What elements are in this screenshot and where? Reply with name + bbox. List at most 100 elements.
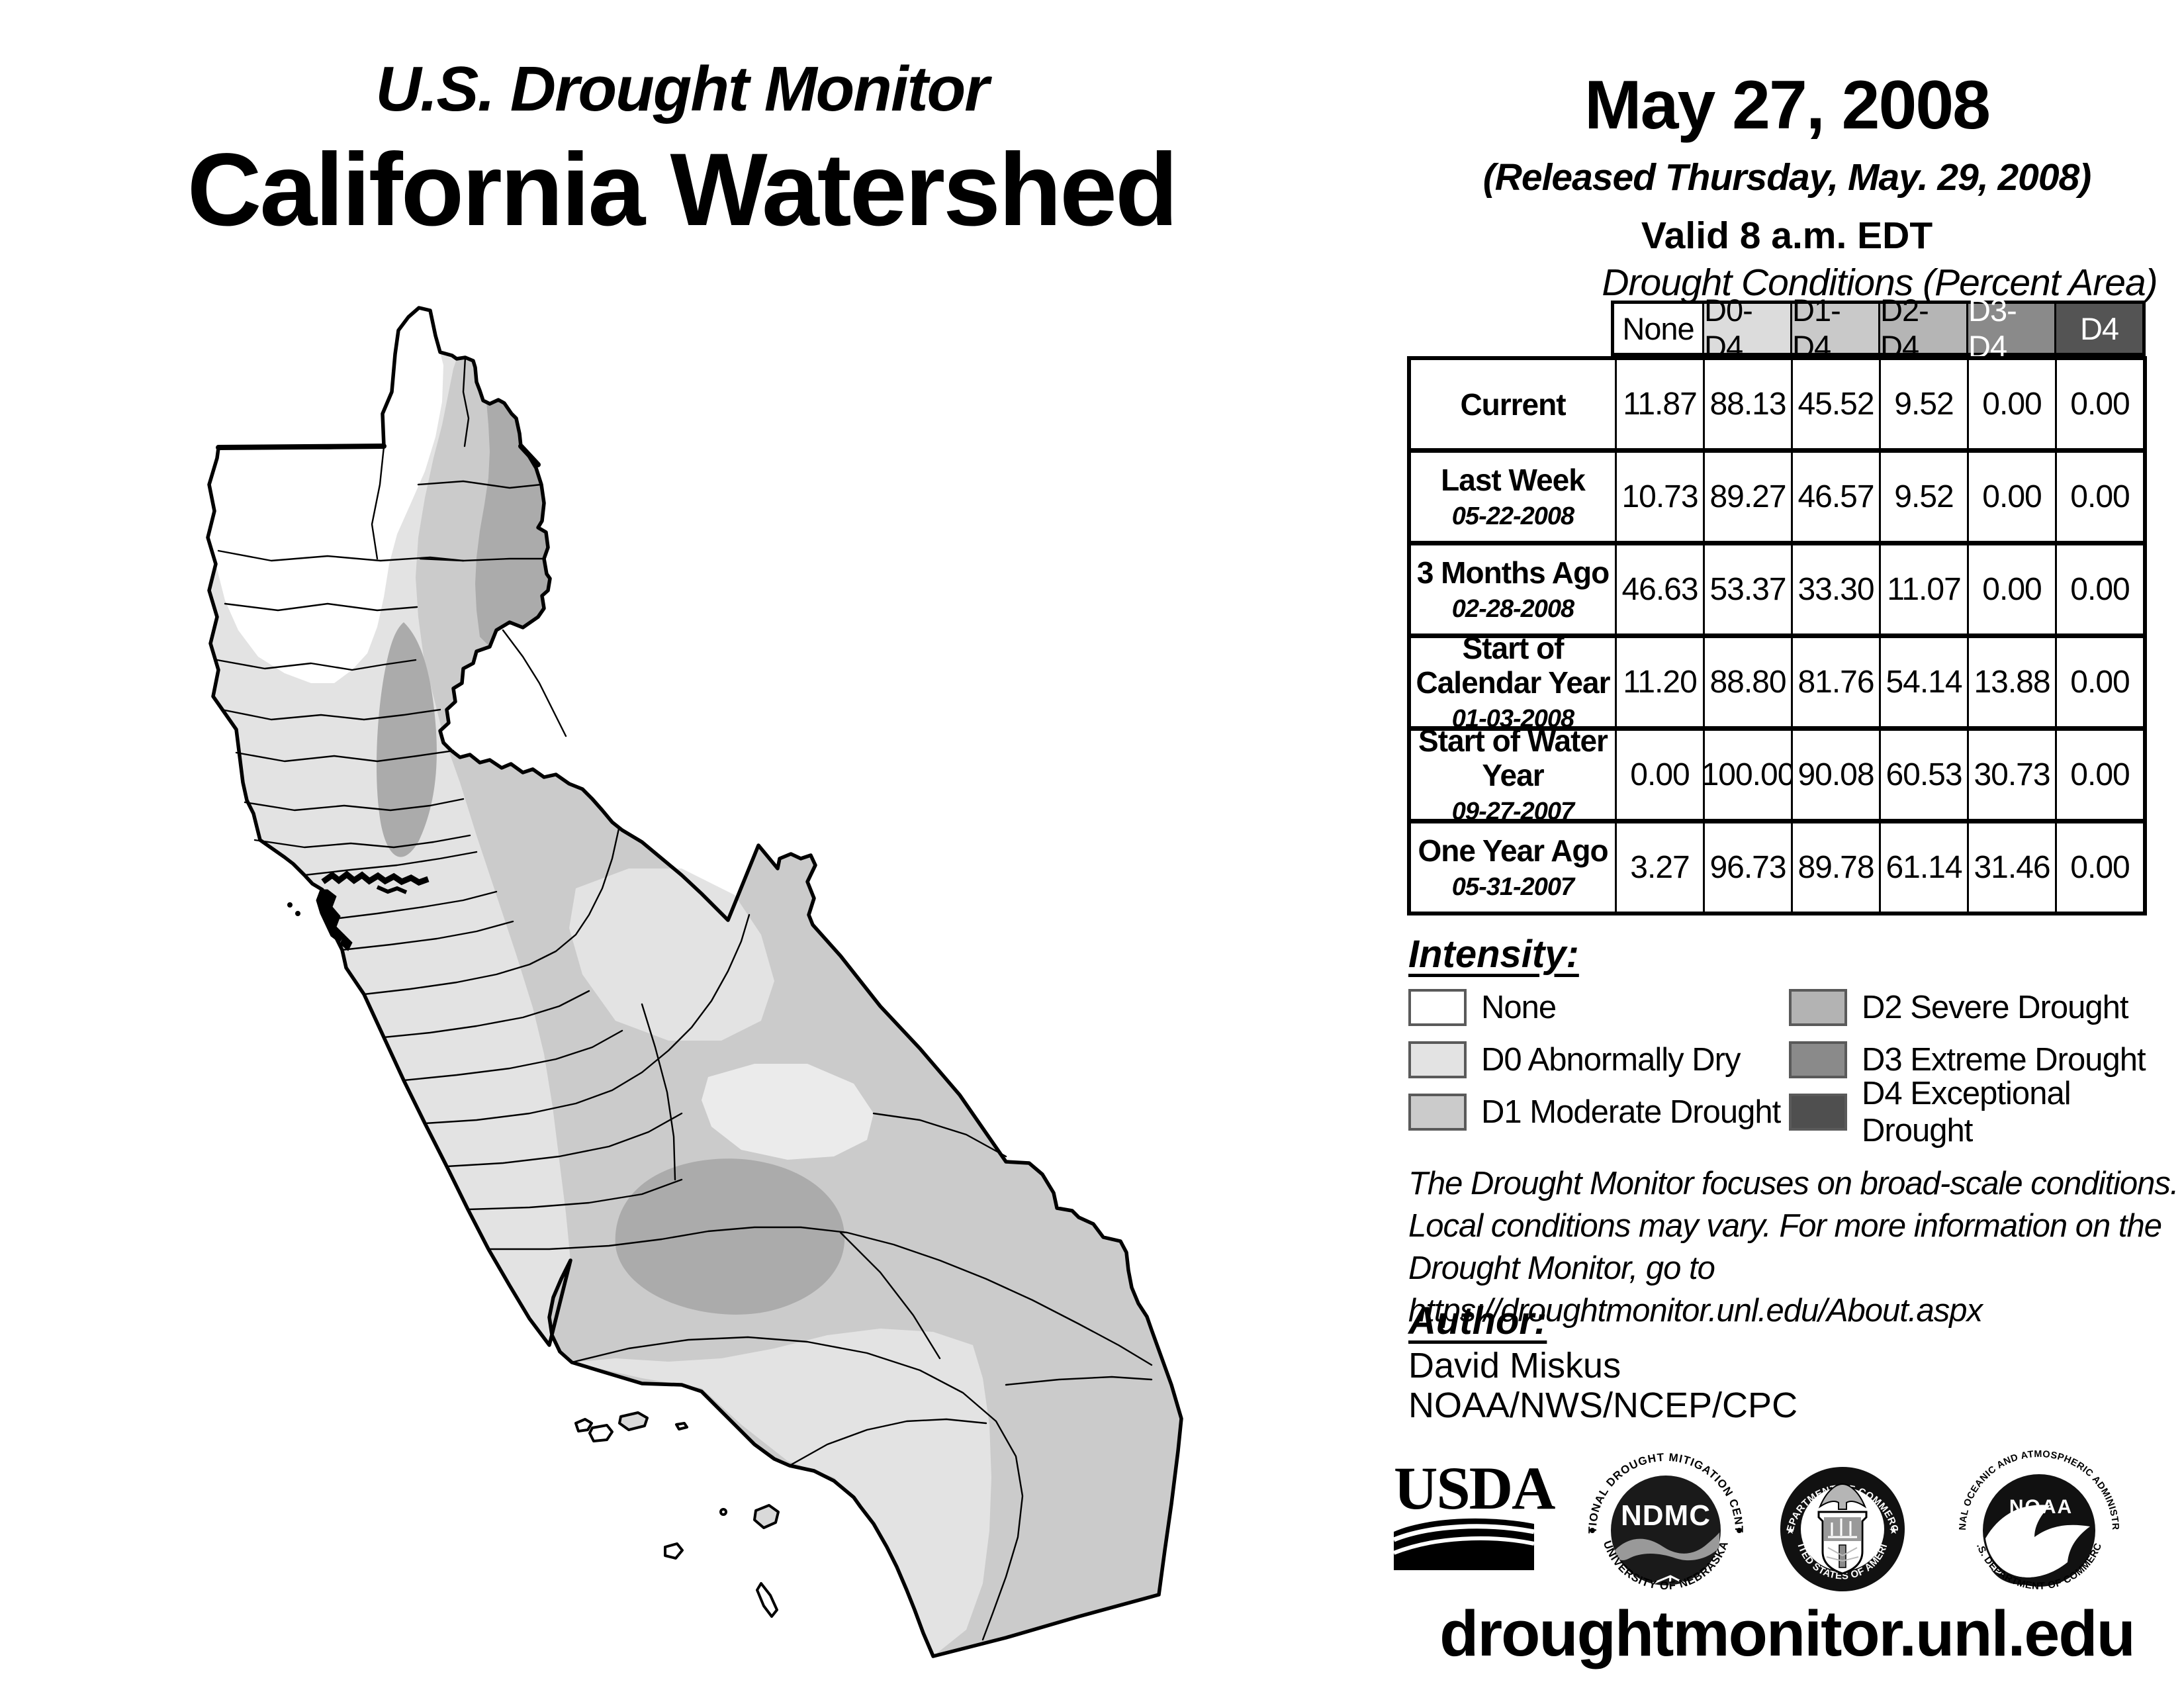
table-cell: 0.00 — [2055, 541, 2143, 633]
table-row-label: Current — [1411, 360, 1615, 448]
row-label: Last Week — [1441, 463, 1586, 497]
legend-swatch-d3 — [1789, 1041, 1847, 1078]
usda-logo-text: USDA — [1394, 1454, 1555, 1522]
title-block: U.S. Drought Monitor California Watershe… — [119, 53, 1244, 250]
table-cell: 54.14 — [1879, 633, 1967, 726]
map-outline — [206, 306, 1183, 1658]
legend-swatch-d1 — [1408, 1093, 1467, 1131]
legend-label: None — [1481, 989, 1557, 1025]
intensity-heading: Intensity: — [1408, 933, 1579, 976]
table-cell: 3.27 — [1615, 819, 1703, 912]
legend-item-d2: D2 Severe Drought — [1789, 981, 2184, 1033]
table-cell: 0.00 — [1967, 541, 2055, 633]
table-cell: 10.73 — [1615, 448, 1703, 541]
table-row-label: One Year Ago 05-31-2007 — [1411, 819, 1615, 912]
drought-region-d1 — [416, 357, 1181, 1656]
table-row-label: Start of Water Year 09-27-2007 — [1411, 724, 1615, 825]
table-row-label: Start of Calendar Year 01-03-2008 — [1411, 631, 1615, 733]
noaa-center-text: NOAA — [2009, 1496, 2073, 1518]
region-title: California Watershed — [187, 132, 1179, 248]
row-label: Start of Calendar Year — [1416, 631, 1610, 700]
legend-label: D4 Exceptional Drought — [1862, 1075, 2071, 1149]
date-block: May 27, 2008 (Released Thursday, May. 29… — [1423, 66, 2151, 258]
table-cell: 89.27 — [1703, 448, 1791, 541]
col-header-none: None — [1614, 304, 1702, 353]
table-row-label: 3 Months Ago 02-28-2008 — [1411, 541, 1615, 633]
table-cell: 31.46 — [1967, 819, 2055, 912]
drought-table: Current 11.87 88.13 45.52 9.52 0.00 0.00… — [1407, 356, 2147, 915]
map-date: May 27, 2008 — [1584, 67, 1991, 144]
author-org: NOAA/NWS/NCEP/CPC — [1408, 1385, 1798, 1425]
col-header-d0d4: D0-D4 — [1702, 293, 1790, 364]
disclaimer-line: Local conditions may vary. For more info… — [1408, 1208, 2162, 1244]
legend-label: D1 Moderate Drought — [1481, 1094, 1781, 1130]
table-cell: 11.87 — [1615, 360, 1703, 448]
drought-region-d0-panamint — [702, 1064, 874, 1160]
drought-region-d0-southcoast — [572, 1329, 991, 1656]
table-cell: 61.14 — [1879, 819, 1967, 912]
table-cell: 46.57 — [1791, 448, 1879, 541]
disclaimer-line: The Drought Monitor focuses on broad-sca… — [1408, 1166, 2179, 1201]
row-label: Current — [1460, 387, 1566, 422]
table-cell: 30.73 — [1967, 726, 2055, 819]
table-cell: 88.80 — [1703, 633, 1791, 726]
table-cell: 0.00 — [1967, 360, 2055, 448]
intensity-legend: None D0 Abnormally Dry D1 Moderate Droug… — [1408, 981, 2184, 1149]
ndmc-center-text: NDMC — [1621, 1499, 1711, 1532]
table-cell: 0.00 — [2055, 819, 2143, 912]
state-line-overlay — [216, 444, 541, 467]
table-cell: 0.00 — [2055, 360, 2143, 448]
legend-swatch-none — [1408, 988, 1467, 1026]
disclaimer-line: Drought Monitor, go to https://droughtmo… — [1408, 1250, 1983, 1329]
drought-region-none — [208, 308, 443, 683]
legend-item-none: None — [1408, 981, 1789, 1033]
table-cell: 88.13 — [1703, 360, 1791, 448]
col-header-d2d4: D2-D4 — [1878, 293, 1966, 364]
col-header-d4: D4 — [2054, 304, 2142, 353]
table-header-row: None D0-D4 D1-D4 D2-D4 D3-D4 D4 — [1611, 293, 2146, 364]
legend-item-d1: D1 Moderate Drought — [1408, 1086, 1789, 1138]
svg-text:★: ★ — [1889, 1525, 1898, 1536]
col-header-d1d4: D1-D4 — [1790, 293, 1878, 364]
valid-time: Valid 8 a.m. EDT — [1641, 214, 1933, 257]
channel-islands — [574, 1411, 780, 1618]
footer-url: droughtmonitor.unl.edu — [1439, 1597, 2136, 1669]
legend-label: D3 Extreme Drought — [1862, 1041, 2146, 1078]
table-cell: 90.08 — [1791, 726, 1879, 819]
table-cell: 9.52 — [1879, 448, 1967, 541]
usda-swoosh-icon — [1392, 1518, 1535, 1570]
table-cell: 46.63 — [1615, 541, 1703, 633]
legend-label: D0 Abnormally Dry — [1481, 1041, 1741, 1078]
noaa-gull — [1985, 1505, 2090, 1578]
table-cell: 0.00 — [1615, 726, 1703, 819]
table-cell: 33.30 — [1791, 541, 1879, 633]
table-cell: 81.76 — [1791, 633, 1879, 726]
legend-item-d3: D3 Extreme Drought — [1789, 1033, 2184, 1086]
author-name: David Miskus — [1408, 1346, 1621, 1385]
table-cell: 11.20 — [1615, 633, 1703, 726]
sf-bay-delta — [287, 870, 430, 951]
legend-swatch-d2 — [1789, 988, 1847, 1026]
table-caption: Drought Conditions (Percent Area) — [1602, 261, 2158, 304]
row-label: 3 Months Ago — [1416, 555, 1610, 590]
table-cell: 0.00 — [1967, 448, 2055, 541]
ndmc-wave — [1615, 1532, 1719, 1561]
table-cell: 0.00 — [2055, 633, 2143, 726]
table-cell: 89.78 — [1791, 819, 1879, 912]
row-date: 05-22-2008 — [1451, 502, 1574, 530]
table-cell: 9.52 — [1879, 360, 1967, 448]
table-cell: 0.00 — [2055, 726, 2143, 819]
svg-text:★: ★ — [1786, 1525, 1795, 1536]
author-heading: Author: — [1408, 1299, 1547, 1342]
disclaimer: The Drought Monitor focuses on broad-sca… — [1408, 1162, 2183, 1332]
doc-seal-logo: DEPARTMENT OF COMMERCE UNITED STATES OF … — [1776, 1443, 1905, 1591]
table-cell: 53.37 — [1703, 541, 1791, 633]
table-row-label: Last Week 05-22-2008 — [1411, 448, 1615, 541]
watershed-boundaries — [216, 356, 1153, 1641]
noaa-logo: NATIONAL OCEANIC AND ATMOSPHERIC ADMINIS… — [1956, 1444, 2120, 1592]
col-header-d3d4: D3-D4 — [1966, 293, 2054, 364]
row-date: 02-28-2008 — [1451, 595, 1574, 623]
ndmc-logo: NATIONAL DROUGHT MITIGATION CENTER NDMC … — [1583, 1444, 1745, 1607]
table-cell: 100.00 — [1702, 726, 1795, 819]
legend-item-d4: D4 Exceptional Drought — [1789, 1076, 2184, 1149]
